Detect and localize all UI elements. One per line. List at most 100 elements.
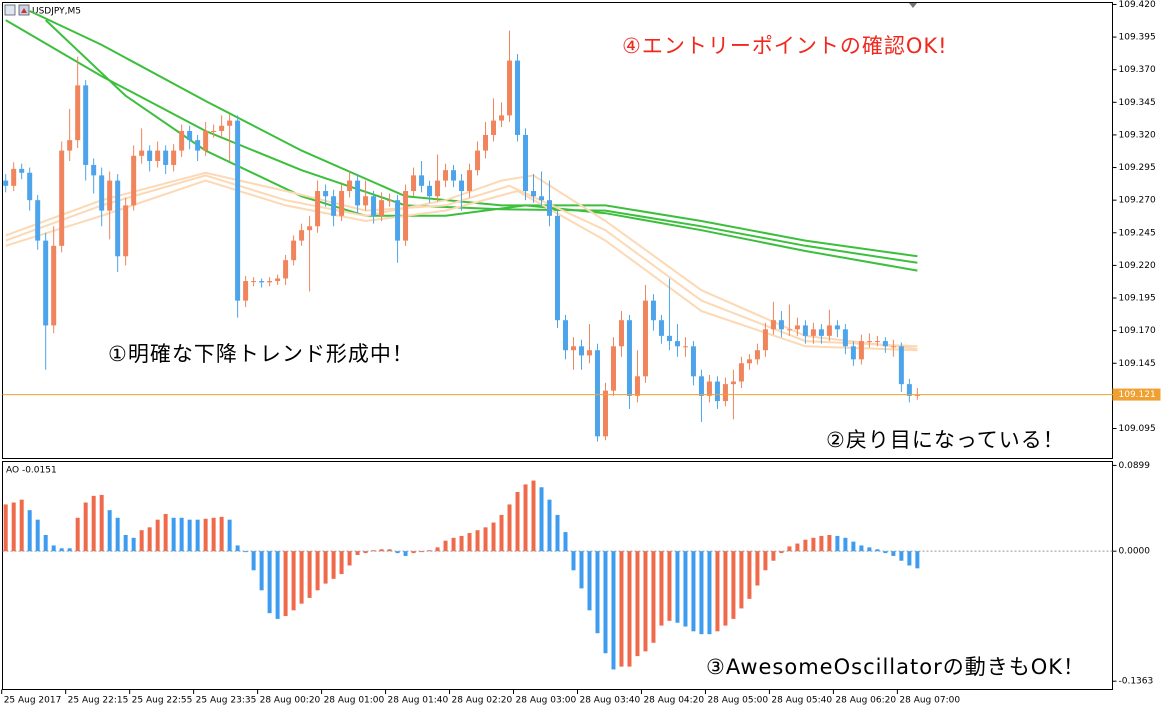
candle-body — [11, 168, 17, 186]
current-price-label: 109.121 — [1119, 390, 1156, 400]
candle-body — [706, 381, 712, 396]
candle-body — [435, 180, 441, 197]
ao-bar — [515, 492, 520, 552]
ao-bar — [267, 551, 272, 614]
ao-bar — [339, 551, 344, 575]
y-tick-label: 109.295 — [1119, 163, 1156, 173]
ao-bar — [83, 502, 88, 552]
moving-average — [29, 10, 918, 258]
moving-average — [5, 174, 918, 350]
ao-bar — [763, 551, 768, 571]
candle-body — [826, 325, 832, 336]
y-tick-label: 109.095 — [1119, 424, 1156, 434]
candle-body — [443, 170, 449, 181]
candle-body — [275, 278, 281, 282]
ao-bar — [51, 545, 56, 552]
candle-body — [347, 180, 353, 192]
ao-bar — [195, 519, 200, 552]
candle-body — [419, 175, 425, 186]
ao-bar — [99, 494, 104, 552]
ao-bar — [147, 527, 152, 552]
annotation: ④エントリーポイントの確認OK! — [622, 34, 948, 58]
ao-bar — [59, 548, 64, 552]
ao-bar — [75, 517, 80, 552]
ao-bar — [123, 534, 128, 552]
annotation: ②戻り目になっている！ — [826, 428, 1065, 452]
ao-bar — [619, 551, 624, 667]
candle-body — [147, 150, 153, 162]
ao-bar — [875, 549, 880, 552]
ao-bar — [43, 534, 48, 552]
ao-bar — [211, 517, 216, 552]
y-tick-label: 109.370 — [1119, 65, 1156, 75]
x-tick-label: 28 Aug 05:00 — [707, 696, 768, 706]
ao-bar — [387, 549, 392, 552]
candle-body — [794, 325, 800, 330]
ao-bar — [523, 484, 528, 552]
candle-body — [219, 125, 225, 132]
ao-bar — [459, 535, 464, 552]
candle-body — [163, 150, 169, 165]
ao-bar — [699, 551, 704, 635]
candle-body — [802, 325, 808, 336]
ao-bar — [915, 551, 920, 569]
candle-body — [610, 346, 616, 391]
candle-body — [586, 350, 592, 356]
candle-body — [315, 191, 321, 227]
candle-body — [850, 346, 856, 360]
candle-body — [906, 384, 912, 396]
ao-bar — [171, 517, 176, 552]
candle-body — [307, 226, 313, 231]
ao-bar — [611, 551, 616, 670]
y-tick-label: -0.1363 — [1119, 677, 1154, 687]
candle-body — [43, 240, 49, 326]
candle-body — [882, 341, 888, 347]
ao-bar — [203, 518, 208, 552]
ao-bar — [891, 551, 896, 556]
candle-body — [499, 115, 505, 121]
candle-body — [746, 359, 752, 364]
ao-bar — [187, 519, 192, 552]
ao-bar — [507, 504, 512, 552]
ao-bar — [483, 527, 488, 552]
ao-bar — [163, 513, 168, 552]
ao-bar — [219, 516, 224, 552]
candle-body — [75, 85, 81, 141]
x-tick-label: 28 Aug 02:20 — [452, 696, 513, 706]
ao-bar — [747, 551, 752, 599]
candle-body — [475, 150, 481, 171]
ao-bar — [571, 551, 576, 571]
ao-bar — [755, 551, 760, 586]
ao-bar — [283, 551, 288, 617]
moving-average — [5, 179, 918, 352]
x-tick-label: 25 Aug 2017 — [4, 696, 62, 706]
ao-bar — [235, 545, 240, 552]
ao-bar — [291, 551, 296, 611]
ao-bar — [563, 532, 568, 552]
ao-bar — [451, 537, 456, 552]
ao-bar — [627, 551, 632, 667]
ao-bar — [3, 504, 8, 552]
y-tick-label: 109.420 — [1119, 0, 1156, 10]
y-tick-label: 109.245 — [1119, 228, 1156, 238]
candle-body — [67, 140, 73, 151]
candle-body — [259, 281, 265, 283]
ao-bar — [707, 551, 712, 635]
ao-bar — [827, 534, 832, 552]
candle-body — [363, 196, 369, 206]
ao-bar — [35, 519, 40, 552]
candle-body — [459, 180, 465, 192]
ao-bar — [315, 551, 320, 591]
candle-body — [123, 205, 129, 257]
candle-body — [451, 170, 457, 181]
candle-body — [682, 346, 688, 348]
y-tick-label: 109.395 — [1119, 33, 1156, 43]
ao-bar — [435, 547, 440, 552]
y-tick-label: 109.320 — [1119, 130, 1156, 140]
ao-bar — [715, 551, 720, 632]
ao-bar — [867, 547, 872, 552]
candle-body — [371, 196, 377, 216]
candle-body — [698, 376, 704, 396]
ao-bar — [859, 545, 864, 552]
ao-bar — [307, 551, 312, 598]
